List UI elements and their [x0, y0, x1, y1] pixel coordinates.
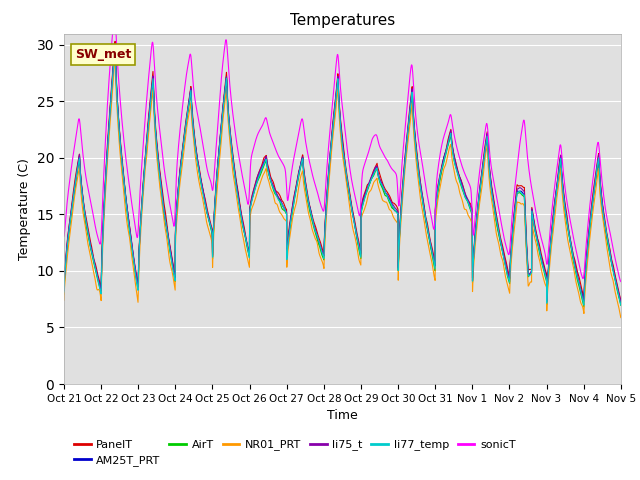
li77_temp	[617, 302, 625, 308]
PanelT	[371, 165, 379, 171]
li77_temp	[584, 247, 591, 253]
PanelT	[504, 270, 512, 276]
NR01_PRT	[504, 286, 512, 291]
AM25T_PRT	[216, 142, 223, 148]
NR01_PRT	[371, 178, 379, 184]
Title: Temperatures: Temperatures	[290, 13, 395, 28]
AM25T_PRT	[504, 274, 512, 280]
sonicT	[568, 227, 575, 232]
NR01_PRT	[359, 211, 367, 216]
NR01_PRT	[584, 262, 591, 267]
li77_temp	[504, 275, 512, 281]
li75_t	[617, 299, 625, 304]
NR01_PRT	[216, 157, 223, 163]
AM25T_PRT	[60, 288, 68, 294]
PanelT	[216, 143, 223, 148]
Text: SW_met: SW_met	[75, 48, 131, 61]
sonicT	[504, 252, 512, 257]
AM25T_PRT	[584, 249, 591, 255]
PanelT	[359, 197, 367, 203]
NR01_PRT	[111, 53, 119, 59]
li77_temp	[111, 44, 119, 50]
Line: AirT: AirT	[64, 48, 621, 307]
sonicT	[60, 233, 68, 239]
sonicT	[216, 100, 223, 106]
li77_temp	[568, 247, 575, 252]
li75_t	[543, 299, 550, 304]
sonicT	[371, 132, 379, 138]
NR01_PRT	[617, 315, 625, 321]
li75_t	[111, 41, 119, 47]
AM25T_PRT	[371, 168, 379, 173]
li75_t	[584, 244, 591, 250]
AirT	[111, 45, 119, 50]
Line: li75_t: li75_t	[64, 44, 621, 301]
AirT	[504, 276, 512, 282]
AirT	[617, 302, 625, 308]
NR01_PRT	[568, 257, 575, 263]
PanelT	[584, 243, 591, 249]
sonicT	[617, 278, 625, 284]
li77_temp	[359, 203, 367, 208]
sonicT	[109, 31, 116, 36]
li75_t	[60, 288, 68, 293]
PanelT	[568, 245, 575, 251]
AM25T_PRT	[617, 300, 625, 306]
PanelT	[111, 38, 119, 44]
li77_temp	[60, 289, 68, 295]
li77_temp	[216, 144, 223, 150]
li75_t	[371, 166, 379, 171]
AirT	[216, 145, 223, 151]
li77_temp	[371, 169, 379, 175]
Y-axis label: Temperature (C): Temperature (C)	[18, 158, 31, 260]
AirT	[580, 304, 588, 310]
li75_t	[568, 246, 576, 252]
PanelT	[617, 298, 625, 304]
li77_temp	[580, 302, 588, 308]
sonicT	[359, 169, 367, 175]
X-axis label: Time: Time	[327, 409, 358, 422]
AirT	[371, 170, 379, 176]
Line: PanelT: PanelT	[64, 41, 621, 301]
Line: AM25T_PRT: AM25T_PRT	[64, 45, 621, 303]
AirT	[60, 291, 68, 297]
AirT	[584, 249, 591, 254]
li75_t	[216, 142, 223, 147]
Line: sonicT: sonicT	[64, 34, 621, 281]
li75_t	[359, 198, 367, 204]
NR01_PRT	[60, 297, 68, 303]
PanelT	[60, 288, 68, 293]
Legend: PanelT, AM25T_PRT, AirT, NR01_PRT, li75_t, li77_temp, sonicT: PanelT, AM25T_PRT, AirT, NR01_PRT, li75_…	[70, 435, 520, 470]
AM25T_PRT	[568, 248, 575, 253]
AM25T_PRT	[359, 200, 367, 206]
Line: li77_temp: li77_temp	[64, 47, 621, 305]
AM25T_PRT	[111, 42, 119, 48]
AirT	[568, 249, 575, 255]
AirT	[359, 203, 367, 208]
li75_t	[504, 272, 512, 277]
sonicT	[584, 229, 591, 235]
Line: NR01_PRT: NR01_PRT	[64, 56, 621, 318]
